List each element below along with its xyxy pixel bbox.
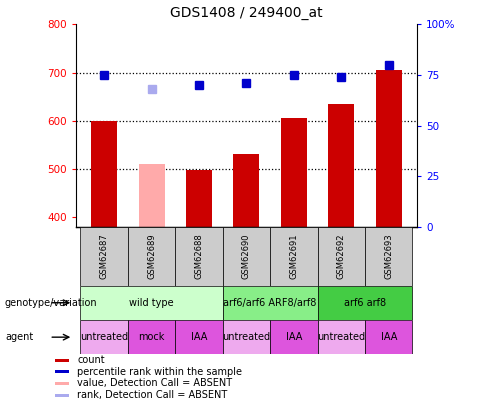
Bar (128, 320, 175, 354)
Bar (223, 286, 318, 320)
Text: GSM62688: GSM62688 (195, 233, 203, 279)
Text: genotype/variation: genotype/variation (5, 298, 98, 308)
Text: arf6 arf8: arf6 arf8 (344, 298, 386, 308)
Bar (186, 171, 212, 227)
Text: IAA: IAA (381, 332, 397, 342)
Bar (281, 118, 307, 227)
Bar (81, 227, 128, 286)
Text: IAA: IAA (191, 332, 207, 342)
Text: GSM62693: GSM62693 (384, 233, 393, 279)
Text: untreated: untreated (80, 332, 128, 342)
Bar (376, 70, 402, 227)
Bar (318, 227, 365, 286)
Bar (318, 286, 412, 320)
Bar (223, 320, 270, 354)
Bar (55, 359, 69, 362)
Bar (55, 371, 69, 373)
Bar (175, 227, 223, 286)
Bar (91, 121, 117, 227)
Text: untreated: untreated (223, 332, 270, 342)
Text: value, Detection Call = ABSENT: value, Detection Call = ABSENT (77, 379, 232, 388)
Bar (318, 320, 365, 354)
Text: percentile rank within the sample: percentile rank within the sample (77, 367, 242, 377)
Bar (175, 320, 223, 354)
Bar (139, 164, 164, 227)
Bar (328, 104, 354, 227)
Title: GDS1408 / 249400_at: GDS1408 / 249400_at (170, 6, 323, 21)
Text: GSM62687: GSM62687 (100, 233, 109, 279)
Bar (55, 382, 69, 385)
Text: mock: mock (139, 332, 165, 342)
Bar (128, 227, 175, 286)
Text: wild type: wild type (129, 298, 174, 308)
Bar (81, 286, 223, 320)
Text: IAA: IAA (285, 332, 302, 342)
Bar (81, 320, 128, 354)
Text: rank, Detection Call = ABSENT: rank, Detection Call = ABSENT (77, 390, 227, 400)
Bar (365, 320, 412, 354)
Bar (223, 227, 270, 286)
Text: GSM62692: GSM62692 (337, 233, 346, 279)
Bar (270, 320, 318, 354)
Text: count: count (77, 355, 104, 365)
Bar (55, 394, 69, 396)
Bar (270, 227, 318, 286)
Text: GSM62689: GSM62689 (147, 233, 156, 279)
Text: arf6/arf6 ARF8/arf8: arf6/arf6 ARF8/arf8 (224, 298, 317, 308)
Text: GSM62691: GSM62691 (289, 233, 298, 279)
Bar (233, 154, 260, 227)
Text: untreated: untreated (317, 332, 366, 342)
Text: agent: agent (5, 332, 33, 342)
Text: GSM62690: GSM62690 (242, 233, 251, 279)
Bar (365, 227, 412, 286)
